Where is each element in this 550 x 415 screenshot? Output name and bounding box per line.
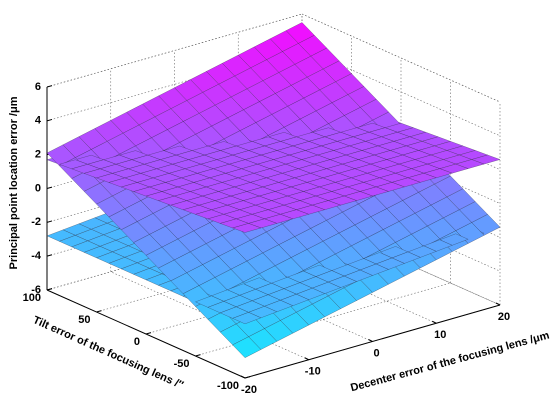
z-axis-label: Principal point location error /μm [8,96,20,269]
tick-mark [195,354,201,357]
tick-mark [46,220,53,223]
z-tick-label: -2 [31,216,41,228]
tick-mark [96,310,102,313]
z-tick-label: 2 [35,149,41,161]
tick-mark [244,376,251,379]
tick-mark [46,254,53,257]
tick-mark [46,288,53,291]
z-tick-label: 4 [35,115,42,127]
y-tick-label: 0 [134,336,140,348]
tick-mark [145,332,152,335]
x-tick-label: 0 [373,347,379,359]
y-tick-label: 50 [78,314,90,326]
tick-mark [240,375,246,379]
grid-line [195,282,451,357]
y-axis-label: Tilt error of the focusing lens /″ [31,314,186,392]
z-tick-label: 6 [35,81,41,93]
tick-mark [46,118,53,122]
tick-mark [304,357,309,361]
surface-cell [232,223,262,233]
y-tick-label: -100 [217,380,239,392]
surface-cell [232,336,262,358]
grid-line [301,216,501,306]
tick-mark [495,302,501,306]
x-tick-label: -20 [241,384,257,396]
y-tick-label: -50 [174,358,190,370]
x-tick-label: 20 [498,311,510,323]
surface-cell [232,312,262,325]
box-edge [301,13,501,103]
z-tick-label: 0 [35,182,41,194]
tick-mark [432,320,437,324]
x-tick-label: 10 [434,329,446,341]
x-tick-label: -10 [305,366,321,378]
grid-line [174,253,373,342]
z-tick-label: -6 [31,284,41,296]
z-tick-label: -4 [31,250,42,262]
tick-mark [368,339,373,342]
box-edge [46,13,303,88]
tick-mark [46,85,53,88]
y-tick-label: 100 [23,292,41,304]
grid-line [238,234,437,324]
tick-mark [46,186,53,189]
grid-line [110,271,309,361]
